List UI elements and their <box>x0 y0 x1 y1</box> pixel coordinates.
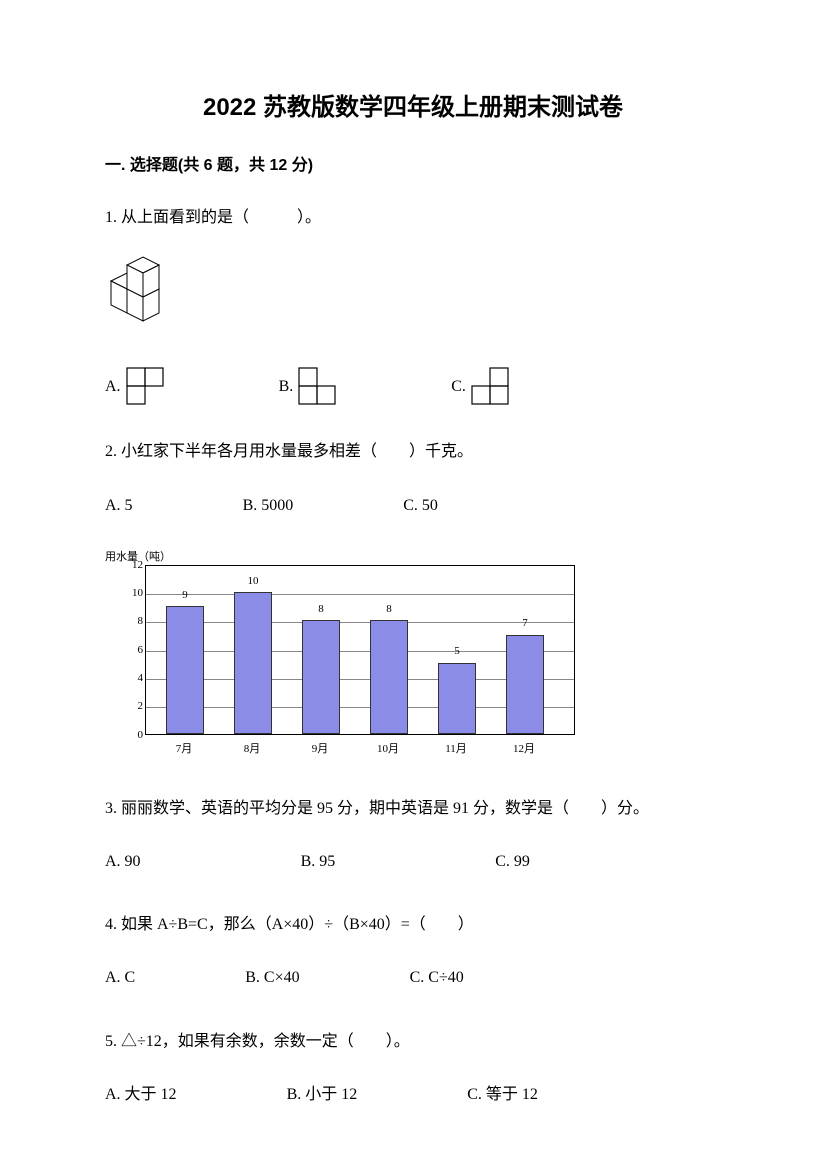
chart-bar <box>438 663 476 734</box>
option-a[interactable]: A. 大于 12 <box>105 1077 177 1112</box>
section-header: 一. 选择题(共 6 题，共 12 分) <box>105 154 721 178</box>
option-c-label: C. <box>451 369 466 404</box>
chart-bar-label: 7 <box>522 615 528 632</box>
chart-bar <box>506 635 544 734</box>
chart-bar <box>166 606 204 734</box>
chart-ytick: 4 <box>127 670 143 687</box>
question-5-text: 5. △÷12，如果有余数，余数一定（ ）。 <box>105 1024 721 1059</box>
option-c[interactable]: C. C÷40 <box>410 960 464 995</box>
question-4-text: 4. 如果 A÷B=C，那么（A×40）÷（B×40）=（ ） <box>105 907 721 942</box>
chart-bar-label: 5 <box>454 643 460 660</box>
option-a-label: A. <box>105 369 121 404</box>
option-b[interactable]: B. C×40 <box>245 960 299 995</box>
chart-xtick: 11月 <box>431 741 481 758</box>
chart-xtick: 8月 <box>227 741 277 758</box>
question-2-text: 2. 小红家下半年各月用水量最多相差（ ）千克。 <box>105 434 721 469</box>
option-b[interactable]: B. 95 <box>301 844 336 879</box>
chart-area: 9 10 8 8 5 7 <box>145 565 575 735</box>
question-3-options: A. 90 B. 95 C. 99 <box>105 844 721 879</box>
question-4: 4. 如果 A÷B=C，那么（A×40）÷（B×40）=（ ） A. C B. … <box>105 907 721 995</box>
question-1-text: 1. 从上面看到的是（ ）。 <box>105 200 721 235</box>
chart-bar <box>234 592 272 734</box>
option-b[interactable]: B. 5000 <box>243 488 294 523</box>
shape-b-icon <box>297 366 341 406</box>
option-a[interactable]: A. 5 <box>105 488 133 523</box>
option-c[interactable]: C. 99 <box>495 844 530 879</box>
chart-ytick: 8 <box>127 613 143 630</box>
question-3-text: 3. 丽丽数学、英语的平均分是 95 分，期中英语是 91 分，数学是（ ）分。 <box>105 791 721 826</box>
question-1: 1. 从上面看到的是（ ）。 A. <box>105 200 721 406</box>
question-1-figure <box>105 253 721 336</box>
question-2: 2. 小红家下半年各月用水量最多相差（ ）千克。 A. 5 B. 5000 C.… <box>105 434 721 522</box>
question-3: 3. 丽丽数学、英语的平均分是 95 分，期中英语是 91 分，数学是（ ）分。… <box>105 791 721 879</box>
chart-ytick: 2 <box>127 698 143 715</box>
question-2-options: A. 5 B. 5000 C. 50 <box>105 488 721 523</box>
chart-bar-label: 8 <box>318 601 324 618</box>
shape-c-icon <box>470 366 514 406</box>
option-a[interactable]: A. C <box>105 960 135 995</box>
question-1-options: A. B. C. <box>105 366 721 406</box>
option-b-label: B. <box>279 369 294 404</box>
chart-ytick: 10 <box>127 585 143 602</box>
option-c[interactable]: C. 等于 12 <box>467 1077 538 1112</box>
chart-xtick: 9月 <box>295 741 345 758</box>
question-4-options: A. C B. C×40 C. C÷40 <box>105 960 721 995</box>
option-b[interactable]: B. <box>279 366 342 406</box>
question-5: 5. △÷12，如果有余数，余数一定（ ）。 A. 大于 12 B. 小于 12… <box>105 1024 721 1112</box>
option-b[interactable]: B. 小于 12 <box>287 1077 358 1112</box>
option-a[interactable]: A. <box>105 366 169 406</box>
chart-bar-label: 8 <box>386 601 392 618</box>
chart-gridline <box>146 594 574 595</box>
chart-bar <box>302 620 340 733</box>
chart-gridline <box>146 622 574 623</box>
chart-bar-label: 10 <box>248 573 259 590</box>
chart-xtick: 7月 <box>159 741 209 758</box>
chart-bar-label: 9 <box>182 587 188 604</box>
cube-stack-icon <box>105 253 187 323</box>
chart-ytick: 0 <box>127 727 143 744</box>
chart-bar <box>370 620 408 733</box>
chart-ytick: 12 <box>127 557 143 574</box>
shape-a-icon <box>125 366 169 406</box>
chart-xtick: 10月 <box>363 741 413 758</box>
question-5-options: A. 大于 12 B. 小于 12 C. 等于 12 <box>105 1077 721 1112</box>
water-usage-chart: 用水量（吨） 9108857 0246810127月8月9月10月11月12月 <box>105 551 585 761</box>
option-a[interactable]: A. 90 <box>105 844 141 879</box>
chart-xtick: 12月 <box>499 741 549 758</box>
option-c[interactable]: C. <box>451 366 514 406</box>
page-title: 2022 苏教版数学四年级上册期末测试卷 <box>105 90 721 126</box>
chart-ytick: 6 <box>127 642 143 659</box>
option-c[interactable]: C. 50 <box>403 488 438 523</box>
